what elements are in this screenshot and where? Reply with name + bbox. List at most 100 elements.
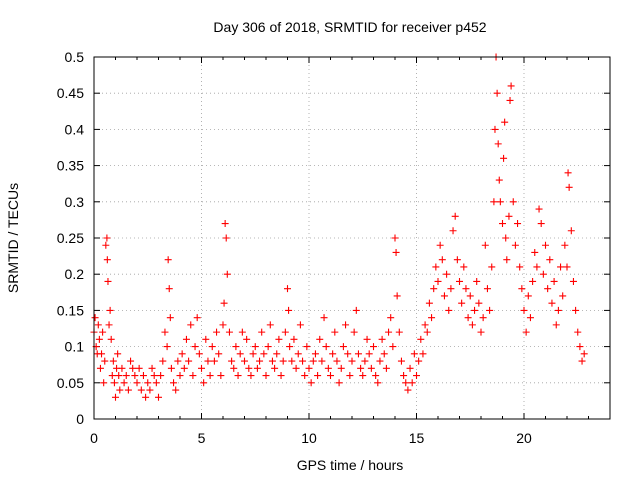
data-point xyxy=(460,263,468,271)
data-point xyxy=(346,372,354,380)
plot-border xyxy=(93,56,611,420)
x-tick-label: 15 xyxy=(409,430,425,446)
data-point xyxy=(228,357,236,365)
data-point xyxy=(367,364,375,372)
data-point xyxy=(578,357,586,365)
data-point xyxy=(139,372,147,380)
data-point xyxy=(241,357,248,365)
data-point xyxy=(365,350,373,358)
data-point xyxy=(288,357,296,365)
data-point xyxy=(493,89,501,97)
data-point xyxy=(344,350,352,358)
data-point xyxy=(563,263,571,271)
data-point xyxy=(477,328,485,336)
data-point xyxy=(215,350,223,358)
data-point xyxy=(106,306,114,314)
data-point xyxy=(284,285,291,293)
data-point xyxy=(421,321,429,329)
data-point xyxy=(408,379,416,387)
data-point xyxy=(561,241,569,249)
data-point xyxy=(118,364,126,372)
data-point xyxy=(434,277,442,285)
data-point xyxy=(220,299,228,307)
data-point xyxy=(559,292,567,300)
data-point xyxy=(301,372,309,380)
x-tick-label: 5 xyxy=(198,430,206,446)
data-point xyxy=(544,285,552,293)
y-tick-label: 0.5 xyxy=(65,49,85,65)
x-axis-label: GPS time / hours xyxy=(297,457,404,473)
data-point xyxy=(413,372,420,380)
data-point xyxy=(180,364,188,372)
data-point xyxy=(110,379,118,387)
data-point xyxy=(572,306,580,314)
data-point xyxy=(419,350,427,358)
data-point xyxy=(234,372,242,380)
data-point xyxy=(333,357,341,365)
data-point xyxy=(286,343,294,351)
data-point xyxy=(417,335,425,343)
data-point xyxy=(483,285,491,293)
data-point xyxy=(299,357,307,365)
data-point xyxy=(101,357,109,365)
data-point xyxy=(152,379,160,387)
data-point xyxy=(339,343,347,351)
x-tick-label: 20 xyxy=(516,430,532,446)
data-point xyxy=(567,227,575,235)
data-point xyxy=(172,386,180,394)
data-point xyxy=(210,357,218,365)
data-point xyxy=(552,321,560,329)
data-point xyxy=(294,350,302,358)
data-point xyxy=(503,256,511,264)
data-point xyxy=(251,343,259,351)
data-point xyxy=(423,328,431,336)
data-point xyxy=(357,364,365,372)
data-points xyxy=(90,53,588,401)
data-point xyxy=(296,321,304,329)
data-point xyxy=(124,386,132,394)
data-point xyxy=(393,292,401,300)
data-point xyxy=(166,314,174,322)
data-point xyxy=(316,335,324,343)
data-point xyxy=(185,357,193,365)
y-tick-label: 0.3 xyxy=(65,194,85,210)
data-point xyxy=(447,285,455,293)
data-point xyxy=(430,285,438,293)
data-point xyxy=(131,372,139,380)
data-point xyxy=(107,335,115,343)
data-point xyxy=(392,248,400,256)
data-point xyxy=(574,328,582,336)
data-point xyxy=(507,82,515,90)
data-point xyxy=(109,357,117,365)
data-point xyxy=(105,321,113,329)
data-point xyxy=(322,343,330,351)
data-point xyxy=(94,321,102,329)
data-point xyxy=(506,96,514,104)
data-point xyxy=(468,321,476,329)
data-point xyxy=(342,321,350,329)
data-point xyxy=(230,364,238,372)
data-point xyxy=(557,263,565,271)
data-point xyxy=(509,198,517,206)
data-point xyxy=(449,227,457,235)
data-point xyxy=(133,379,141,387)
data-point xyxy=(440,292,448,300)
data-point xyxy=(370,343,377,351)
data-point xyxy=(518,285,526,293)
data-point xyxy=(453,256,461,264)
data-point xyxy=(195,350,203,358)
data-point xyxy=(148,364,156,372)
data-point xyxy=(361,357,369,365)
data-point xyxy=(524,292,532,300)
data-point xyxy=(496,198,504,206)
data-point xyxy=(565,183,573,191)
data-point xyxy=(225,328,233,336)
data-point xyxy=(155,393,162,401)
data-point xyxy=(256,357,264,365)
data-point xyxy=(529,277,537,285)
x-tick-label: 0 xyxy=(90,430,98,446)
data-point xyxy=(436,241,444,249)
data-point xyxy=(142,393,150,401)
data-point xyxy=(327,372,334,380)
